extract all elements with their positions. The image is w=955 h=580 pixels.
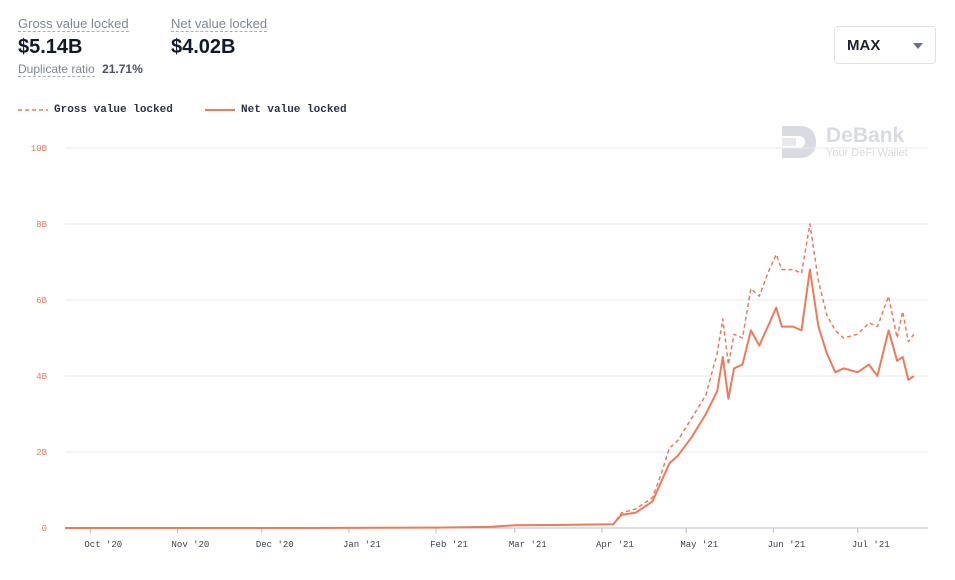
x-tick-label: Apr '21 — [596, 540, 634, 550]
gross-value-label[interactable]: Gross value locked — [18, 16, 129, 32]
watermark-name: DeBank — [826, 124, 905, 147]
caret-down-icon — [913, 43, 923, 49]
legend-label-gross: Gross value locked — [54, 104, 173, 116]
dashed-line-icon — [18, 109, 48, 111]
x-tick-label: Oct '20 — [84, 540, 122, 550]
x-tick-label: Dec '20 — [256, 540, 294, 550]
y-tick-label: 0 — [42, 524, 47, 534]
x-tick-label: Jan '21 — [343, 540, 381, 550]
time-range-value: MAX — [847, 37, 881, 54]
x-tick-label: Jul '21 — [852, 540, 890, 550]
y-tick-label: 2B — [36, 448, 47, 458]
net-value-label[interactable]: Net value locked — [171, 16, 268, 32]
solid-line-icon — [205, 109, 235, 111]
duplicate-ratio: Duplicate ratio 21.71% — [18, 62, 143, 77]
x-tick-label: Feb '21 — [430, 540, 468, 550]
debank-logo-icon — [782, 126, 816, 158]
time-range-select[interactable]: MAX — [834, 26, 936, 64]
watermark-tagline: Your DeFi Wallet — [826, 147, 908, 159]
series-line-net — [65, 268, 915, 529]
gross-value-amount: $5.14B — [18, 36, 83, 58]
duplicate-ratio-value: 21.71% — [102, 62, 143, 76]
x-tick-label: Mar '21 — [509, 540, 547, 550]
y-tick-label: 10B — [31, 144, 48, 154]
net-value-amount: $4.02B — [171, 36, 236, 58]
legend-item-net[interactable]: Net value locked — [205, 104, 347, 116]
gross-value-stat: Gross value locked $5.14B — [18, 15, 129, 59]
x-tick-label: Jun '21 — [767, 540, 805, 550]
y-tick-label: 4B — [36, 372, 47, 382]
x-tick-label: May '21 — [680, 540, 718, 550]
y-tick-label: 6B — [36, 296, 47, 306]
debank-watermark: DeBank Your DeFi Wallet — [780, 124, 908, 165]
legend-label-net: Net value locked — [241, 104, 347, 116]
x-tick-label: Nov '20 — [172, 540, 210, 550]
y-tick-label: 8B — [36, 220, 47, 230]
net-value-stat: Net value locked $4.02B — [171, 15, 268, 59]
legend-item-gross[interactable]: Gross value locked — [18, 104, 173, 116]
duplicate-ratio-label[interactable]: Duplicate ratio — [18, 62, 95, 77]
